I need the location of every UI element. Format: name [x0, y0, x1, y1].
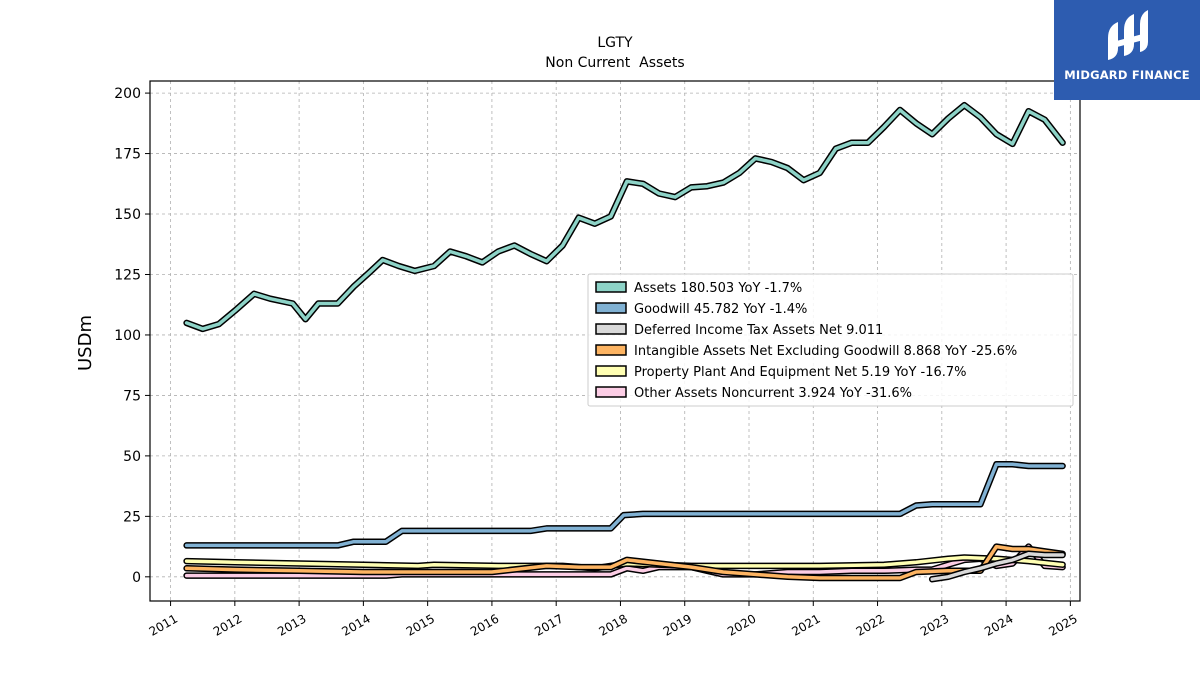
- y-tick-label: 75: [123, 388, 141, 404]
- y-tick-label: 100: [114, 328, 141, 344]
- chart-title: LGTY: [597, 35, 633, 51]
- logo-text: MIDGARD FINANCE: [1064, 68, 1190, 82]
- x-tick-label: 2020: [725, 611, 758, 638]
- y-tick-label: 50: [123, 449, 141, 465]
- series-line: [184, 544, 1065, 580]
- x-tick-label: 2015: [404, 611, 437, 638]
- x-tick-label: 2016: [468, 611, 501, 638]
- y-tick-label: 175: [114, 147, 141, 163]
- legend-swatch: [595, 323, 627, 335]
- y-tick-label: 25: [123, 509, 141, 525]
- legend-swatch: [595, 386, 627, 398]
- legend-entry: Deferred Income Tax Assets Net 9.011: [634, 323, 883, 338]
- legend: Assets 180.503 YoY -1.7% Goodwill 45.782 …: [587, 273, 1074, 407]
- legend-box: [587, 273, 1074, 407]
- legend-entry: Other Assets Noncurrent 3.924 YoY -31.6%: [634, 386, 912, 401]
- y-tick-label: 200: [114, 86, 141, 102]
- logo-mark-icon: [1108, 10, 1148, 60]
- x-tick-label: 2025: [1046, 611, 1079, 638]
- y-axis-label: USDm: [75, 315, 96, 371]
- x-tick-label: 2013: [275, 611, 308, 638]
- y-tick-label: 150: [114, 207, 141, 223]
- series-line: [930, 552, 1065, 581]
- legend-swatch: [595, 344, 627, 356]
- x-tick-label: 2012: [211, 611, 244, 638]
- legend-entry: Property Plant And Equipment Net 5.19 Yo…: [634, 365, 967, 380]
- plot-frame: [149, 80, 1081, 602]
- x-tick-label: 2014: [339, 611, 372, 638]
- legend-swatch: [595, 365, 627, 377]
- x-tick-label: 2018: [597, 611, 630, 638]
- x-tick-label: 2024: [982, 611, 1015, 638]
- series-line: [184, 103, 1065, 331]
- legend-swatch: [595, 281, 627, 293]
- x-tick-label: 2022: [854, 611, 887, 638]
- chart-subtitle: Non Current Assets: [545, 55, 684, 71]
- legend-entry: Assets 180.503 YoY -1.7%: [634, 281, 802, 296]
- logo: MIDGARD FINANCE: [1054, 0, 1200, 100]
- y-tick-label: 0: [132, 570, 141, 586]
- x-tick-label: 2017: [532, 611, 565, 638]
- legend-entry: Intangible Assets Net Excluding Goodwill…: [634, 344, 1017, 359]
- legend-swatch: [595, 302, 627, 314]
- y-tick-label: 125: [114, 267, 141, 283]
- x-tick-label: 2021: [789, 611, 822, 638]
- series-lines: [183, 101, 1066, 583]
- x-tick-label: 2023: [918, 611, 951, 638]
- legend-entry: Goodwill 45.782 YoY -1.4%: [634, 302, 807, 317]
- x-tick-label: 2011: [147, 611, 180, 638]
- x-tick-label: 2019: [661, 611, 694, 638]
- series-line: [184, 462, 1065, 548]
